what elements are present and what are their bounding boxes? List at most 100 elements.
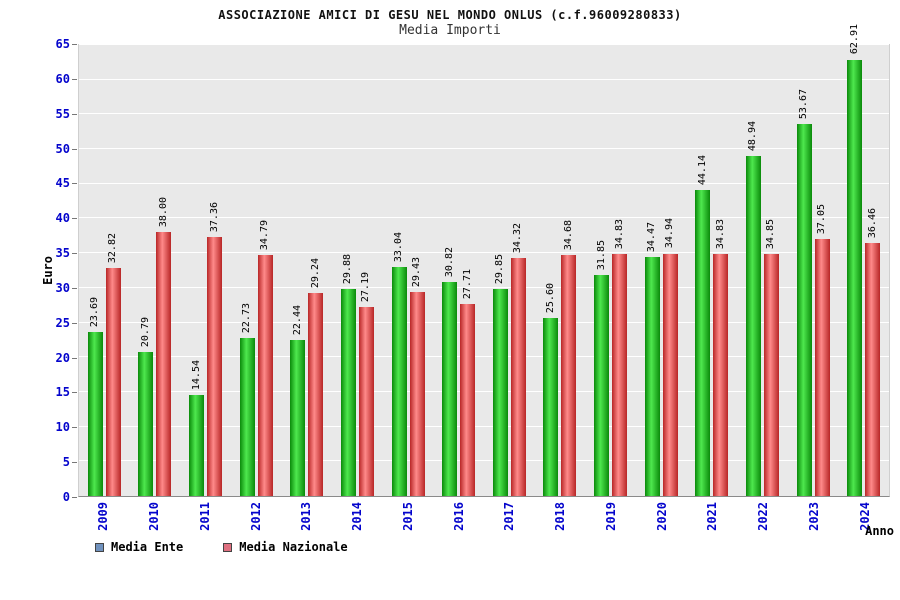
bar-media-ente-2015: 33.04	[391, 232, 407, 496]
bar-value-label: 31.85	[595, 239, 607, 271]
y-tick-mark-45	[72, 183, 77, 185]
bar-value-label: 62.91	[848, 24, 860, 55]
gridline-50	[79, 148, 889, 150]
x-tick-label-2012: 2012	[248, 502, 263, 531]
chart-title: ASSOCIAZIONE AMICI DI GESU NEL MONDO ONL…	[218, 8, 682, 22]
bar-value-label: 44.14	[696, 154, 708, 185]
bar-group-2023: 53.67 37.05	[788, 45, 839, 496]
y-tick-mark-55	[72, 113, 77, 115]
bar-media-nazionale-2016: 27.71	[460, 269, 476, 496]
bar-group-2020: 34.47 34.94	[636, 45, 687, 496]
bar-media-ente-2023: 53.67	[796, 89, 812, 496]
bar-value-label: 27.71	[461, 268, 473, 299]
x-tick-label-2015: 2015	[400, 502, 415, 531]
y-tick-label-60: 60	[55, 71, 70, 86]
x-tick-label-2014: 2014	[350, 502, 365, 531]
gridline-60	[79, 78, 889, 80]
bar-group-2021: 44.14 34.83	[687, 45, 738, 496]
bar-value-label: 37.36	[208, 201, 220, 232]
gridline-20	[79, 356, 889, 358]
x-tick-2021: 2021	[687, 502, 738, 531]
y-tick-mark-40	[72, 218, 77, 220]
bar-media-nazionale-2010: 38.00	[156, 197, 172, 496]
x-axis-title: Anno	[865, 524, 894, 538]
bar-media-ente-2020: 34.47	[644, 222, 660, 496]
legend-swatch-media-ente	[95, 542, 104, 552]
x-tick-label-2019: 2019	[603, 502, 618, 531]
bar-group-2012: 22.73 34.79	[231, 45, 282, 496]
bar-value-label: 29.24	[309, 258, 321, 289]
y-tick-mark-15	[72, 392, 77, 394]
y-tick-label-50: 50	[55, 141, 70, 156]
legend-label-media-nazionale: Media Nazionale	[239, 540, 348, 554]
bar-value-label: 34.94	[664, 218, 676, 249]
bar-media-ente-2010: 20.79	[138, 317, 154, 496]
bar-group-2017: 29.85 34.32	[484, 45, 535, 496]
gridline-40	[79, 217, 889, 219]
bar-media-ente-2011: 14.54	[189, 360, 205, 496]
y-tick-label-5: 5	[62, 455, 70, 470]
bar-media-ente-2019: 31.85	[594, 240, 610, 496]
y-tick-mark-35	[72, 253, 77, 255]
bar-media-ente-2024: 62.91	[847, 24, 863, 496]
x-tick-2011: 2011	[180, 502, 231, 531]
x-tick-label-2022: 2022	[756, 502, 771, 531]
x-axis: 2009 2010 2011 2012 2013 2014 2015 2016 2017 2018…	[78, 502, 890, 531]
x-tick-2014: 2014	[332, 502, 383, 531]
x-tick-label-2011: 2011	[197, 502, 212, 531]
y-tick-label-10: 10	[55, 420, 70, 435]
y-tick-label-25: 25	[55, 315, 70, 330]
legend-label-media-ente: Media Ente	[111, 540, 184, 554]
bar-media-ente-2014: 29.88	[340, 254, 356, 496]
bar-value-label: 30.82	[443, 247, 455, 278]
y-tick-label-35: 35	[55, 246, 70, 261]
legend-item-media-ente: Media Ente	[95, 540, 183, 554]
bar-media-ente-2016: 30.82	[442, 247, 458, 496]
bar-media-ente-2018: 25.60	[543, 283, 559, 496]
bar-value-label: 27.19	[360, 272, 372, 303]
x-tick-label-2021: 2021	[705, 502, 720, 531]
x-tick-2017: 2017	[484, 502, 535, 531]
gridline-5	[79, 460, 889, 462]
bar-value-label: 37.05	[816, 203, 828, 234]
bar-group-2016: 30.82 27.71	[433, 45, 484, 496]
bar-value-label: 34.83	[613, 219, 625, 250]
bar-media-ente-2017: 29.85	[492, 254, 508, 496]
gridline-45	[79, 182, 889, 184]
y-tick-label-15: 15	[55, 385, 70, 400]
bar-media-nazionale-2022: 34.85	[763, 219, 779, 496]
y-tick-label-40: 40	[55, 211, 70, 226]
bar-value-label: 34.85	[765, 219, 777, 250]
bar-value-label: 34.83	[714, 219, 726, 250]
x-tick-label-2013: 2013	[299, 502, 314, 531]
bar-media-ente-2022: 48.94	[745, 121, 761, 496]
bar-group-2015: 33.04 29.43	[383, 45, 434, 496]
bars-layer: 23.69 32.82 20.79 38.00 14.54 37.36 22.73 34.79…	[79, 24, 889, 496]
bar-value-label: 34.47	[646, 221, 658, 252]
legend: Media Ente Media Nazionale	[95, 540, 348, 554]
bar-media-nazionale-2009: 32.82	[105, 233, 121, 496]
bar-value-label: 34.79	[259, 219, 271, 250]
x-tick-2022: 2022	[738, 502, 789, 531]
gridline-30	[79, 286, 889, 288]
y-tick-mark-25	[72, 322, 77, 324]
bar-media-nazionale-2012: 34.79	[257, 220, 273, 496]
bar-group-2022: 48.94 34.85	[737, 45, 788, 496]
y-tick-label-0: 0	[62, 490, 70, 504]
bar-media-nazionale-2014: 27.19	[358, 272, 374, 496]
bar-value-label: 20.79	[139, 316, 151, 347]
x-tick-label-2017: 2017	[502, 502, 517, 531]
gridline-15	[79, 390, 889, 392]
bar-value-label: 48.94	[747, 121, 759, 152]
x-tick-label-2016: 2016	[451, 502, 466, 531]
bar-media-nazionale-2024: 36.46	[865, 208, 881, 496]
bar-value-label: 29.85	[494, 253, 506, 284]
gridline-10	[79, 425, 889, 427]
bar-media-ente-2013: 22.44	[290, 305, 306, 496]
bar-media-ente-2021: 44.14	[695, 155, 711, 496]
bar-media-nazionale-2021: 34.83	[713, 219, 729, 496]
gridline-25	[79, 321, 889, 323]
x-tick-2015: 2015	[383, 502, 434, 531]
bar-value-label: 34.68	[562, 220, 574, 251]
legend-swatch-media-nazionale	[223, 542, 233, 552]
